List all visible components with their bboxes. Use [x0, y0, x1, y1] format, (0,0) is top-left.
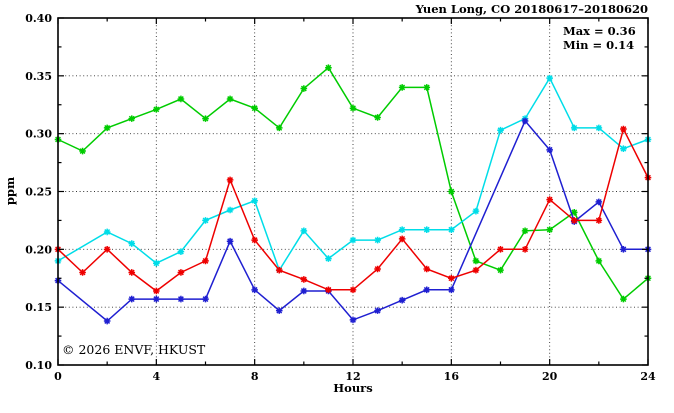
- axes-and-ticks: 0 4 8 12 16 20 24 0.10 0.15 0.20 0.25 0.30 0.35 0.40: [25, 12, 656, 383]
- y-tick-label: 0.15: [25, 301, 52, 314]
- data-series: [54, 64, 652, 325]
- annotation-max: Max = 0.36: [563, 24, 636, 38]
- series-day1-green: [54, 64, 652, 303]
- x-tick-label: 16: [444, 370, 460, 383]
- x-tick-label: 8: [251, 370, 259, 383]
- x-tick-label: 4: [153, 370, 161, 383]
- y-tick-label: 0.10: [25, 359, 52, 372]
- y-tick-label: 0.20: [25, 243, 52, 256]
- y-axis-label: ppm: [3, 177, 17, 205]
- y-tick-label: 0.25: [25, 186, 52, 199]
- chart-title: Yuen Long, CO 20180617–20180620: [415, 2, 648, 16]
- y-tick-label: 0.30: [25, 128, 52, 141]
- y-tick-label: 0.40: [25, 12, 52, 25]
- series-line-day3-blue: [57, 119, 648, 322]
- x-tick-label: 0: [54, 370, 62, 383]
- watermark: © 2026 ENVF, HKUST: [62, 342, 206, 357]
- y-tick-label: 0.35: [25, 70, 52, 83]
- series-line-day2-cyan: [57, 76, 649, 272]
- x-tick-label: 20: [542, 370, 558, 383]
- x-tick-label: 24: [640, 370, 656, 383]
- x-axis-label: Hours: [333, 381, 372, 395]
- x-tick-label: 12: [345, 370, 360, 383]
- annotation-min: Min = 0.14: [563, 38, 634, 52]
